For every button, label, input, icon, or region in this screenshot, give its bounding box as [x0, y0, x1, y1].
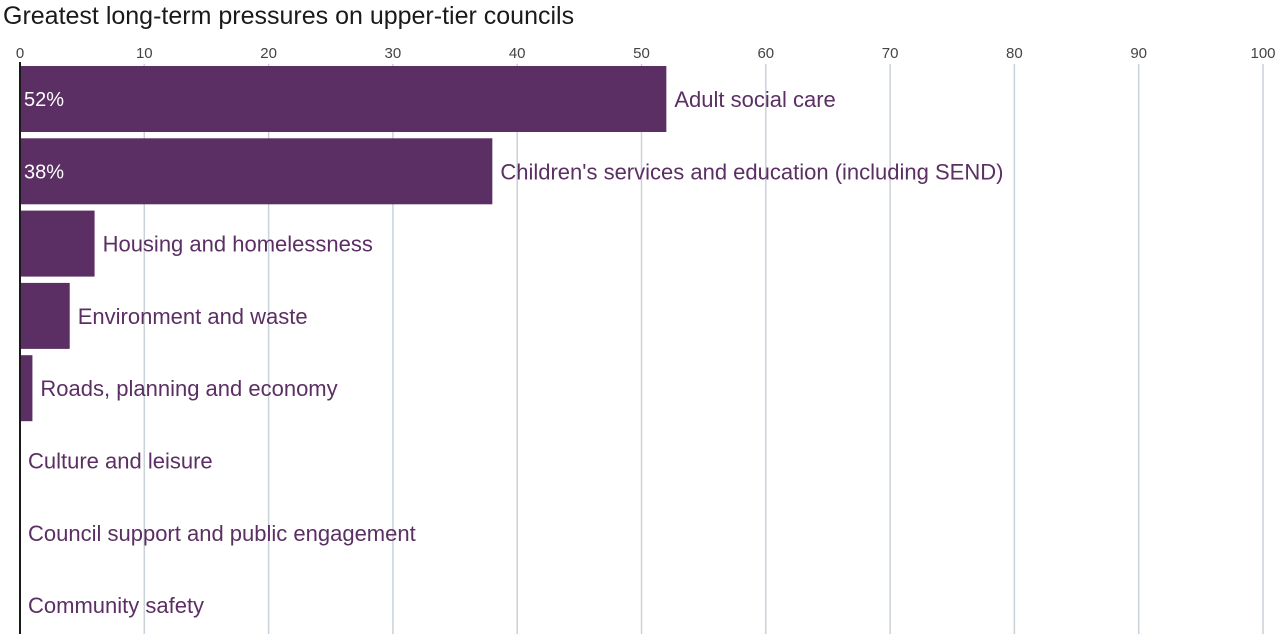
x-tick-label: 100 — [1250, 45, 1275, 62]
category-label: Council support and public engagement — [28, 521, 416, 546]
x-tick-label: 40 — [509, 45, 526, 62]
category-label: Roads, planning and economy — [40, 376, 337, 401]
bars — [20, 66, 667, 422]
x-tick-label: 70 — [882, 45, 899, 62]
category-label: Children's services and education (inclu… — [500, 159, 1003, 184]
category-labels: 52% Adult social care 38% Children's servic… — [24, 87, 1003, 618]
category-label: Culture and leisure — [28, 449, 213, 474]
x-tick-label: 80 — [1006, 45, 1023, 62]
chart-title: Greatest long-term pressures on upper-ti… — [3, 2, 575, 30]
x-tick-label: 30 — [385, 45, 402, 62]
category-label: Community safety — [28, 593, 204, 618]
bar — [20, 210, 95, 277]
x-tick-label: 50 — [633, 45, 650, 62]
x-tick-label: 0 — [16, 45, 24, 62]
category-label: Housing and homelessness — [103, 232, 373, 257]
x-tick-label: 20 — [260, 45, 277, 62]
x-tick-label: 90 — [1130, 45, 1147, 62]
bar — [20, 282, 70, 349]
data-label: 38% — [24, 161, 64, 183]
x-tick-label: 60 — [757, 45, 774, 62]
category-label: Adult social care — [674, 87, 835, 112]
bar — [20, 138, 493, 205]
x-tick-label: 10 — [136, 45, 153, 62]
data-label: 52% — [24, 89, 64, 111]
category-label: Environment and waste — [78, 304, 308, 329]
x-axis-ticks: 0 10 20 30 40 50 60 70 80 90 100 — [16, 45, 1276, 62]
bar — [20, 66, 667, 132]
bar — [20, 355, 33, 422]
